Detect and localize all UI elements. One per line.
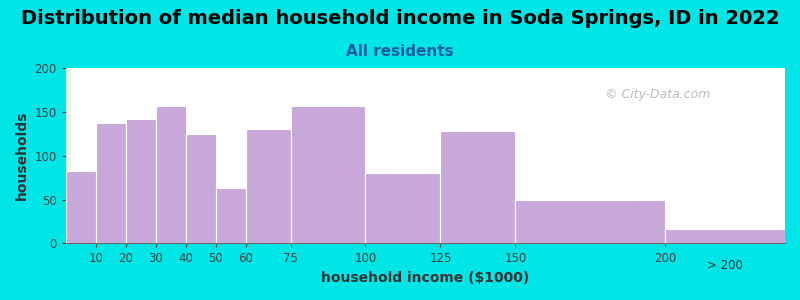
Bar	[246, 129, 290, 243]
Bar	[440, 131, 515, 243]
Text: > 200: > 200	[707, 259, 743, 272]
Bar	[186, 134, 216, 243]
Bar	[156, 106, 186, 243]
Bar	[96, 123, 126, 243]
Bar	[216, 188, 246, 243]
Bar	[665, 230, 785, 243]
Bar	[126, 119, 156, 243]
Y-axis label: households: households	[15, 111, 29, 200]
Bar	[290, 106, 366, 243]
Bar	[515, 200, 665, 243]
Text: All residents: All residents	[346, 44, 454, 59]
Bar	[366, 173, 440, 243]
Text: © City-Data.com: © City-Data.com	[606, 88, 710, 101]
Text: Distribution of median household income in Soda Springs, ID in 2022: Distribution of median household income …	[21, 9, 779, 28]
X-axis label: household income ($1000): household income ($1000)	[322, 271, 530, 285]
Bar	[66, 171, 96, 243]
